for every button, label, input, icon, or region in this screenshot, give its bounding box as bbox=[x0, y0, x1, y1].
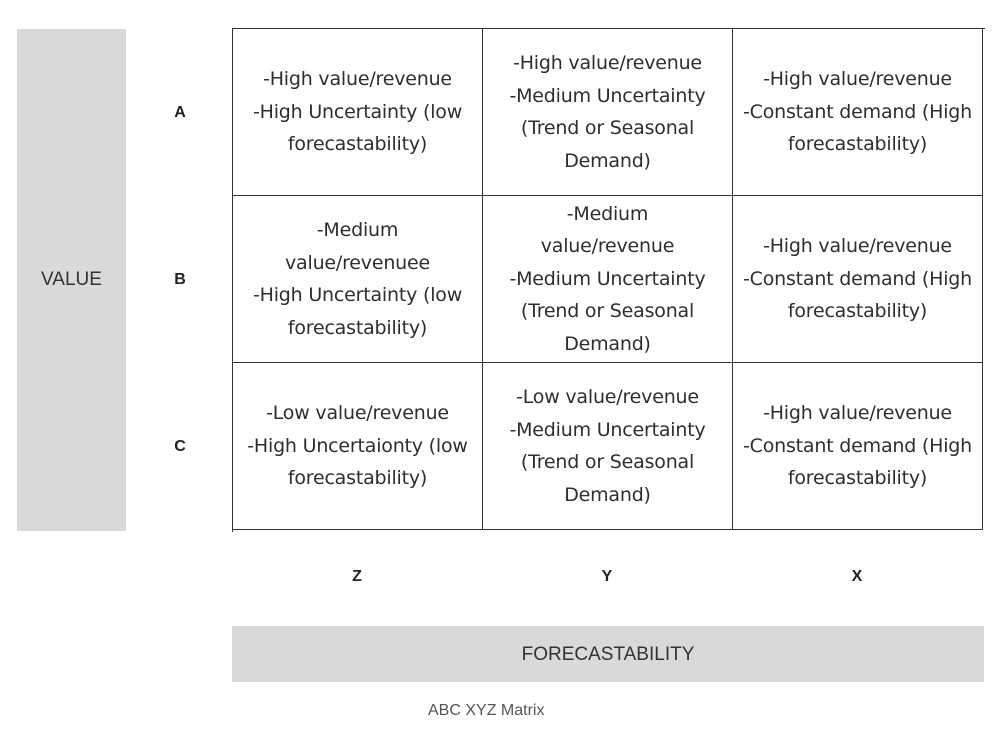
cell-line: forecastability) bbox=[787, 467, 928, 490]
cell-line: -High value/revenue bbox=[763, 68, 952, 91]
cell-line: -High value/revenue bbox=[763, 402, 952, 425]
cell-line: -Medium Uncertainty bbox=[509, 84, 706, 107]
cell-line: (Trend or Seasonal bbox=[520, 451, 695, 473]
cell-line: -High Uncertaionty (low bbox=[247, 434, 468, 457]
cell-line: -Medium Uncertainty bbox=[509, 418, 706, 441]
cell-line: value/revenue bbox=[540, 235, 675, 258]
matrix-cell-a-z: -High value/revenue -High Uncertainty (l… bbox=[233, 29, 483, 196]
column-label-z: Z bbox=[352, 568, 362, 585]
row-label-c: C bbox=[174, 438, 186, 455]
forecastability-axis-bar: FORECASTABILITY bbox=[232, 626, 984, 682]
matrix-cell-a-y: -High value/revenue -Medium Uncertainty … bbox=[483, 29, 733, 196]
value-axis-bar: VALUE bbox=[17, 29, 126, 531]
cell-line: Demand) bbox=[564, 483, 651, 506]
cell-line: forecastability) bbox=[287, 133, 428, 156]
abc-xyz-matrix: -High value/revenue -High Uncertainty (l… bbox=[232, 28, 985, 532]
cell-line: -Medium bbox=[316, 219, 399, 241]
matrix-cell-b-x: -High value/revenue -Constant demand (Hi… bbox=[733, 196, 983, 363]
cell-line: -Constant demand (High bbox=[742, 100, 973, 123]
cell-line: -Low value/revenue bbox=[516, 386, 699, 408]
cell-line: forecastability) bbox=[787, 133, 928, 156]
cell-line: -High value/revenue bbox=[263, 68, 452, 91]
cell-line: Demand) bbox=[564, 332, 651, 355]
matrix-cell-c-y: -Low value/revenue -Medium Uncertainty (… bbox=[483, 363, 733, 530]
column-label-x: X bbox=[851, 568, 863, 585]
matrix-cell-c-z: -Low value/revenue -High Uncertaionty (l… bbox=[233, 363, 483, 530]
figure-caption: ABC XYZ Matrix bbox=[428, 702, 545, 719]
column-label-y: Y bbox=[601, 568, 613, 585]
matrix-cell-a-x: -High value/revenue -Constant demand (Hi… bbox=[733, 29, 983, 196]
cell-line: -High Uncertainty (low bbox=[252, 284, 463, 306]
cell-line: Demand) bbox=[564, 149, 651, 172]
cell-line: -High value/revenue bbox=[763, 235, 952, 258]
cell-line: -High value/revenue bbox=[513, 52, 702, 74]
cell-line: forecastability) bbox=[287, 467, 428, 490]
cell-line: -Medium Uncertainty bbox=[509, 267, 706, 290]
cell-line: forecastability) bbox=[787, 300, 928, 323]
cell-line: (Trend or Seasonal bbox=[520, 300, 695, 323]
cell-line: -Low value/revenue bbox=[266, 402, 449, 425]
cell-line: -High Uncertainty (low bbox=[252, 100, 463, 123]
row-label-a: A bbox=[174, 104, 186, 121]
cell-line: -Medium bbox=[566, 202, 649, 225]
cell-line: value/revenuee bbox=[285, 251, 430, 274]
matrix-cell-b-y: -Medium value/revenue -Medium Uncertaint… bbox=[483, 196, 733, 363]
matrix-cell-c-x: -High value/revenue -Constant demand (Hi… bbox=[733, 363, 983, 530]
forecastability-axis-label: FORECASTABILITY bbox=[521, 644, 695, 665]
cell-line: -Constant demand (High bbox=[742, 267, 973, 290]
value-axis-label: VALUE bbox=[41, 269, 102, 290]
matrix-cell-b-z: -Medium value/revenuee -High Uncertainty… bbox=[233, 196, 483, 363]
row-label-b: B bbox=[174, 271, 186, 288]
cell-line: (Trend or Seasonal bbox=[520, 117, 695, 139]
cell-line: forecastability) bbox=[287, 316, 428, 339]
cell-line: -Constant demand (High bbox=[742, 434, 973, 457]
